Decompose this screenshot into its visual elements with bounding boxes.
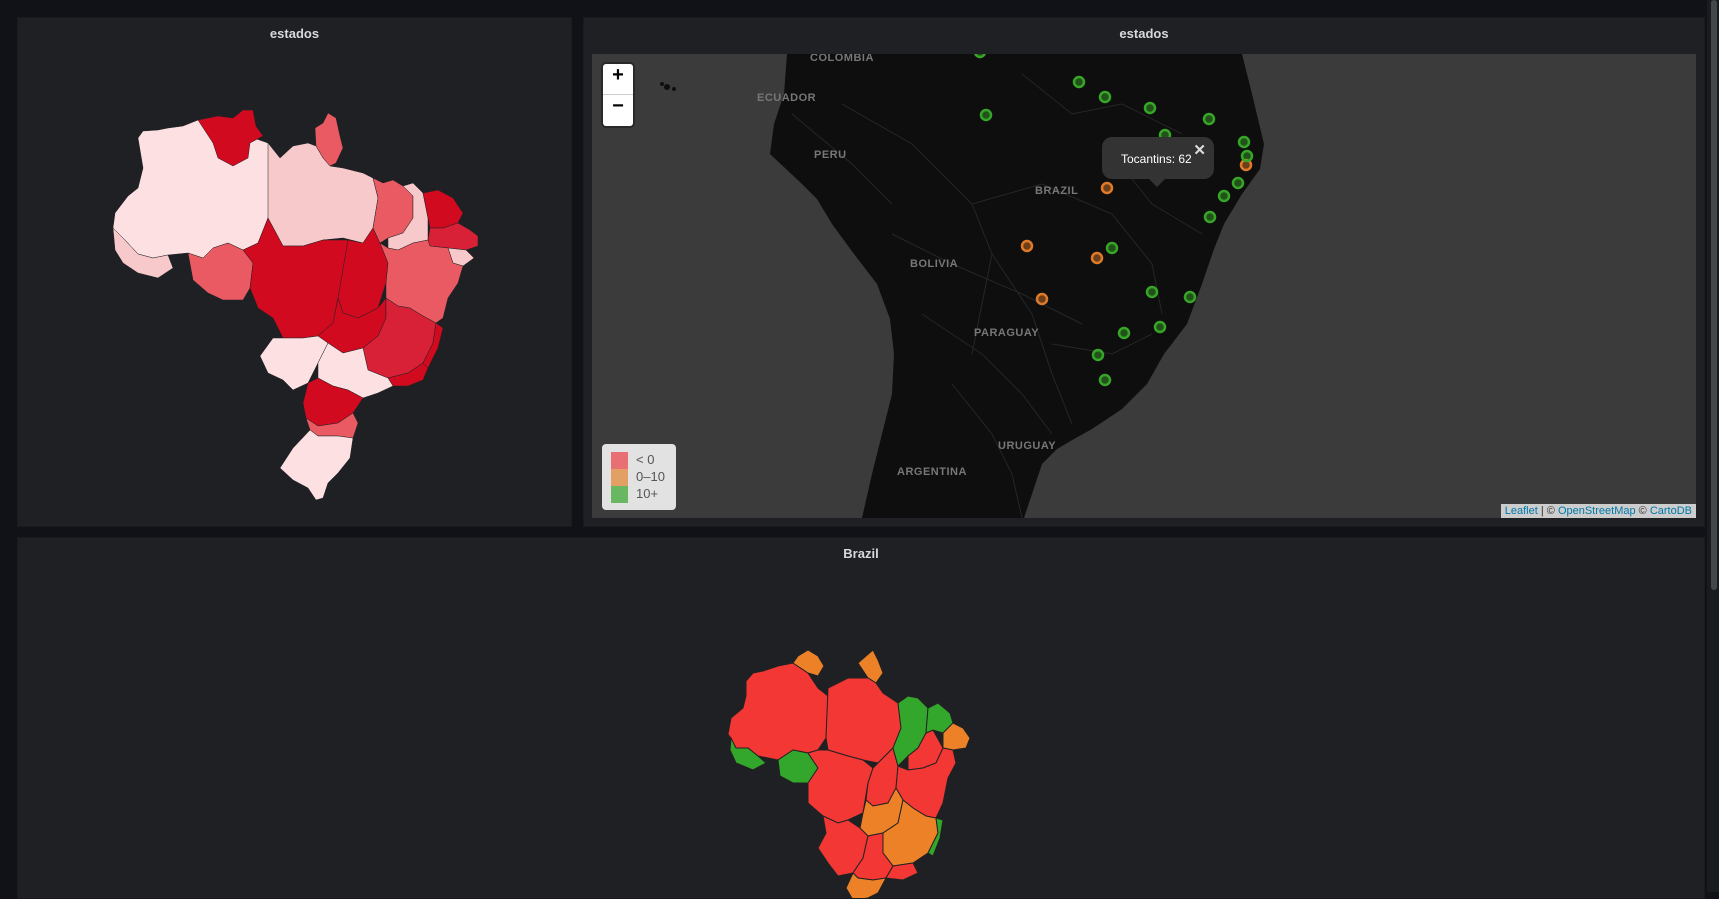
country-label: ECUADOR xyxy=(757,92,817,104)
scrollbar-thumb[interactable] xyxy=(1711,0,1717,590)
country-label: BOLIVIA xyxy=(910,258,959,270)
state-acre xyxy=(112,227,174,279)
popup-tip xyxy=(1149,179,1165,187)
map-marker-good[interactable] xyxy=(1203,210,1217,224)
zoom-control: + − xyxy=(603,64,633,126)
country-label: PARAGUAY xyxy=(974,327,1040,339)
map-marker-good[interactable] xyxy=(1098,90,1112,104)
brazil-choropleth-panel: Brazil xyxy=(17,537,1705,899)
basemap xyxy=(660,54,1264,518)
map-marker-good[interactable] xyxy=(1145,285,1159,299)
map-marker-good[interactable] xyxy=(1091,348,1105,362)
popup-text: Tocantins: 62 xyxy=(1121,152,1192,166)
legend-swatch xyxy=(611,486,628,503)
country-label: ARGENTINA xyxy=(897,466,967,478)
state-rio-grande-do-sul xyxy=(279,429,354,501)
map-marker-good[interactable] xyxy=(1143,101,1157,115)
country-label: PERU xyxy=(814,149,847,161)
legend-label: 0–10 xyxy=(636,469,665,484)
panel-title: estados xyxy=(1119,26,1169,41)
markers-layer xyxy=(974,54,1254,387)
state-ceara xyxy=(422,189,464,229)
leaflet-link[interactable]: Leaflet xyxy=(1504,505,1538,517)
state-espirito-santo xyxy=(927,817,944,857)
cartodb-link[interactable]: CartoDB xyxy=(1649,505,1692,517)
map-marker-good[interactable] xyxy=(1237,135,1251,149)
map-legend: < 0 0–10 10+ xyxy=(602,444,676,510)
state-roraima xyxy=(792,649,825,677)
map-marker-good[interactable] xyxy=(1098,373,1112,387)
map-marker-bad[interactable] xyxy=(1100,181,1114,195)
panel-title: Brazil xyxy=(843,546,879,561)
legend-label: < 0 xyxy=(636,452,655,467)
legend-swatch xyxy=(611,452,628,469)
state-mato-grosso-do-sul xyxy=(259,335,329,391)
map-marker-good[interactable] xyxy=(1202,112,1216,126)
map-marker-bad[interactable] xyxy=(1035,292,1049,306)
marker-popup: Tocantins: 62 ✕ xyxy=(1102,137,1214,187)
openstreetmap-link[interactable]: OpenStreetMap xyxy=(1557,505,1636,517)
state-para xyxy=(825,677,902,764)
map-marker-good[interactable] xyxy=(974,54,986,59)
country-label: COLOMBIA xyxy=(810,54,874,64)
panel-title: estados xyxy=(269,26,320,41)
state-acre xyxy=(729,736,767,771)
estados-marker-map-panel: estados COLOMBIA ECUADOR PERU BRAZIL BOLIVIA… xyxy=(583,17,1705,527)
map-marker-good[interactable] xyxy=(1183,290,1197,304)
close-icon[interactable]: ✕ xyxy=(1193,142,1206,159)
state-rio-de-janeiro xyxy=(387,362,429,387)
map-marker-good[interactable] xyxy=(1217,189,1231,203)
country-label: URUGUAY xyxy=(998,440,1057,452)
map-marker-good[interactable] xyxy=(1072,75,1086,89)
legend-label: 10+ xyxy=(636,486,659,501)
attribution-separator: | © xyxy=(1537,505,1558,517)
state-rio-de-janeiro xyxy=(885,862,919,881)
zoom-in-button[interactable]: + xyxy=(603,64,633,95)
map-marker-good[interactable] xyxy=(1240,149,1254,163)
map-marker-bad[interactable] xyxy=(1090,251,1104,265)
map-marker-good[interactable] xyxy=(1153,320,1167,334)
map-marker-good[interactable] xyxy=(1105,241,1119,255)
map-marker-good[interactable] xyxy=(1117,326,1131,340)
page-scrollbar[interactable] xyxy=(1707,0,1719,892)
state-amazonas xyxy=(727,662,829,761)
map-marker-good[interactable] xyxy=(979,108,993,122)
map-marker-good[interactable] xyxy=(1231,176,1245,190)
country-label: BRAZIL xyxy=(1035,185,1079,197)
state-roraima xyxy=(197,109,264,167)
leaflet-map[interactable]: COLOMBIA ECUADOR PERU BRAZIL BOLIVIA PARAGUAY… xyxy=(592,54,1696,518)
legend-swatch xyxy=(611,469,628,486)
brazil-states-colored-map xyxy=(727,649,971,898)
map-marker-bad[interactable] xyxy=(1020,239,1034,253)
zoom-out-button[interactable]: − xyxy=(612,95,624,117)
state-para xyxy=(267,142,379,247)
brazil-states-choropleth-map xyxy=(112,109,479,501)
attribution-separator: © xyxy=(1635,505,1650,517)
estados-choropleth-panel: estados xyxy=(17,17,572,527)
map-attribution: Leaflet | © OpenStreetMap © CartoDB xyxy=(1500,504,1696,518)
